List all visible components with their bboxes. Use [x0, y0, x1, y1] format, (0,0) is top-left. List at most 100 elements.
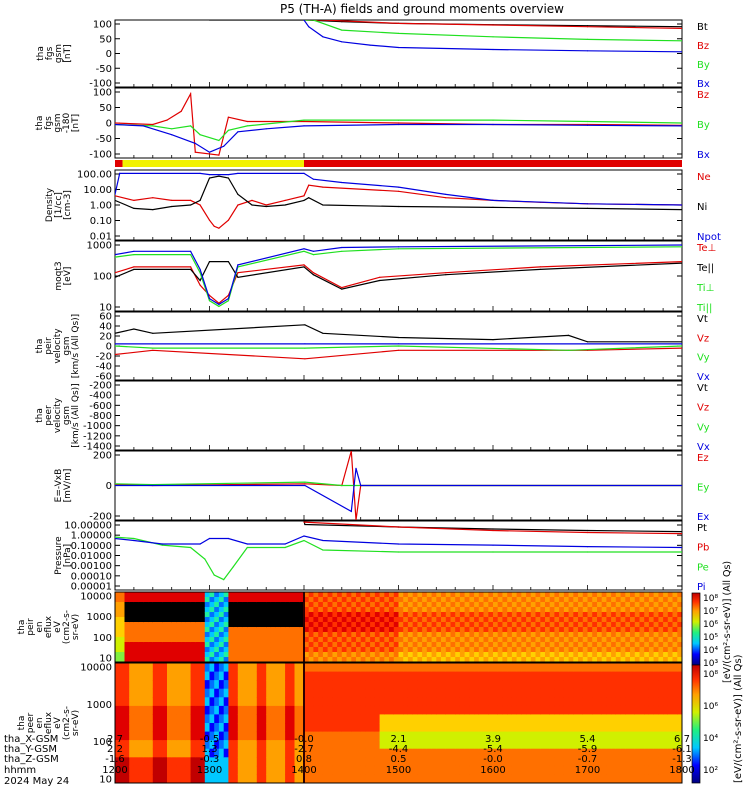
spectrogram-cell	[611, 705, 617, 715]
spectrogram-cell	[242, 622, 248, 628]
spectrogram-cell	[573, 723, 579, 733]
spectrogram-cell	[412, 663, 418, 673]
spectrogram-cell	[138, 688, 144, 698]
spectrogram-cell	[592, 637, 598, 643]
spectrogram-cell	[308, 705, 314, 715]
spectrogram-cell	[639, 632, 645, 638]
spectrogram-cell	[143, 652, 149, 658]
spectrogram-cell	[478, 652, 484, 658]
spectrogram-cell	[545, 757, 551, 767]
spectrogram-cell	[417, 688, 423, 698]
spectrogram-cell	[597, 688, 603, 698]
spectrogram-cell	[167, 697, 173, 707]
spectrogram-cell	[563, 627, 570, 633]
spectrogram-cell	[313, 663, 319, 673]
spectrogram-cell	[478, 642, 484, 648]
spectrogram-cell	[351, 705, 357, 715]
spectrogram-cell	[247, 657, 253, 663]
spectrogram-cell	[200, 680, 206, 690]
spectrogram-cell	[511, 632, 518, 638]
spectrogram-cell	[152, 652, 158, 658]
spectrogram-cell	[322, 765, 329, 775]
spectrogram-cell	[601, 714, 607, 724]
spectrogram-cell	[115, 597, 121, 603]
spectrogram-cell	[318, 617, 324, 623]
spectrogram-cell	[185, 652, 192, 658]
spectrogram-cell	[606, 612, 612, 618]
data-point	[199, 284, 201, 286]
spectrogram-cell	[417, 592, 423, 598]
spectrogram-cell	[559, 774, 565, 784]
spectrogram-cell	[450, 765, 456, 775]
spectrogram-cell	[455, 592, 461, 598]
spectrogram-cell	[530, 602, 536, 608]
spectrogram-cell	[653, 632, 659, 638]
spectrogram-cell	[606, 765, 612, 775]
spectrogram-cell	[322, 642, 329, 648]
spectrogram-cell	[516, 602, 522, 608]
spectrogram-cell	[285, 647, 291, 653]
spectrogram-cell	[356, 731, 362, 741]
data-point	[190, 546, 192, 549]
spectrogram-cell	[152, 637, 158, 643]
spectrogram-cell	[365, 657, 371, 663]
spectrogram-cell	[256, 748, 262, 758]
spectrogram-cell	[672, 622, 678, 628]
spectrogram-cell	[171, 714, 177, 724]
spectrogram-cell	[162, 612, 168, 618]
spectrogram-cell	[247, 647, 253, 653]
y-tick-label: -40	[96, 362, 112, 373]
spectrogram-cell	[441, 607, 447, 613]
y-tick-label: 10.00000	[64, 521, 112, 532]
spectrogram-cell	[407, 607, 414, 613]
spectrogram-cell	[233, 723, 239, 733]
spectrogram-cell	[119, 740, 125, 750]
spectrogram-cell	[563, 774, 570, 784]
spectrogram-cell	[332, 612, 338, 618]
spectrogram-cell	[365, 597, 371, 603]
spectrogram-cell	[143, 731, 149, 741]
spectrogram-cell	[521, 663, 527, 673]
spectrogram-cell	[578, 705, 584, 715]
spectrogram-cell	[516, 657, 522, 663]
spectrogram-cell	[497, 652, 503, 658]
spectrogram-cell	[521, 740, 527, 750]
spectrogram-cell	[630, 607, 636, 613]
y-tick-label: 0.10000	[71, 541, 112, 552]
spectrogram-cell	[356, 765, 362, 775]
spectrogram-cell	[507, 632, 513, 638]
spectrogram-cell	[299, 697, 305, 707]
spectrogram-cell	[563, 647, 570, 653]
spectrogram-cell	[299, 680, 305, 690]
spectrogram-cell	[530, 714, 536, 724]
spectrogram-cell	[384, 627, 390, 633]
data-point	[152, 343, 154, 345]
spectrogram-cell	[559, 688, 565, 698]
spectrogram-cell	[389, 714, 395, 724]
spectrogram-cell	[252, 671, 258, 681]
spectrogram-cell	[488, 697, 494, 707]
spectrogram-cell	[493, 740, 499, 750]
spectrogram-cell	[252, 731, 258, 741]
spectrogram-cell	[148, 765, 154, 775]
spectrogram-cell	[488, 680, 494, 690]
spectrogram-cell	[644, 622, 650, 628]
spectrogram-cell	[129, 740, 135, 750]
data-point	[115, 332, 116, 334]
spectrogram-cell	[455, 642, 461, 648]
spectrogram-cell	[218, 731, 225, 741]
spectrogram-cell	[162, 597, 168, 603]
spectrogram-cell	[266, 765, 272, 775]
spectrogram-cell	[455, 612, 461, 618]
spectrogram-cell	[436, 647, 442, 653]
spectrogram-cell	[559, 680, 565, 690]
spectrogram-cell	[630, 622, 636, 628]
spectrogram-cell	[327, 680, 333, 690]
spectrogram-cell	[176, 622, 182, 628]
spectrogram-cell	[620, 632, 626, 638]
spectrogram-cell	[530, 757, 536, 767]
spectrogram-cell	[237, 647, 243, 653]
spectrogram-cell	[634, 652, 640, 658]
spectrogram-cell	[181, 632, 187, 638]
spectrogram-cell	[115, 632, 121, 638]
